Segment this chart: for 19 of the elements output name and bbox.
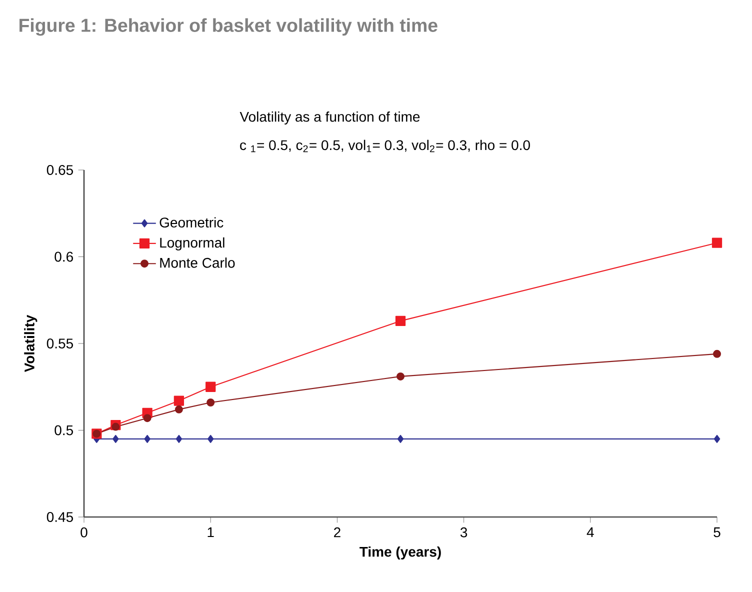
text: c $_{1}$= 0.5, c$_{2}$= 0.5, vol$_{1}$= 0.3, vol$_{2}$= 0.3, rho = 0.0 [240,140,530,152]
y-tick-label: 0.5 [54,425,74,436]
x-tick-label: 4 [586,527,594,538]
x-axis-title: Time (years) [360,546,441,560]
x-tick-label: 2 [334,527,340,538]
y-tick-label: 0.6 [54,252,73,262]
chart-title: Figure 1: Behavior of basket volatility with time [20,18,438,36]
y-tick-label: 0.55 [46,338,74,348]
legend-label: Monte Carlo [160,258,235,268]
x-tick-label: 1 [208,527,214,538]
x-tick-label: 0 [80,527,88,538]
chart-subtitle: Volatility as a function of time [240,111,420,125]
x-tick-label: 5 [714,527,720,538]
x-tick-label: 3 [460,527,468,538]
y-tick-label: 0.45 [46,512,74,522]
legend-label: Lognormal [160,237,224,250]
y-tick-label: 0.65 [46,165,74,175]
y-axis-title: Volatility [24,314,38,372]
legend-label: Geometric [160,217,224,228]
